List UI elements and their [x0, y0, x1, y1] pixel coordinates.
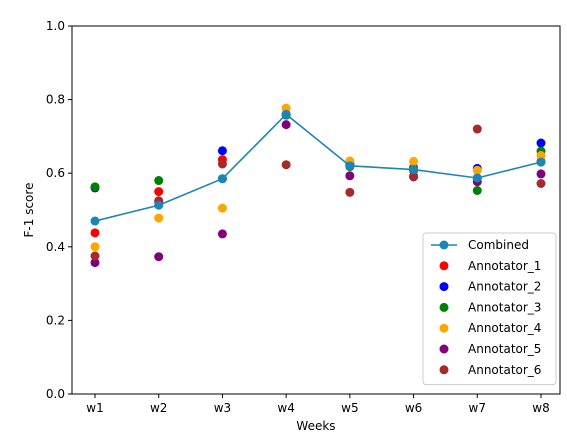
legend-label: Annotator_4: [468, 321, 541, 335]
x-tick-label: w3: [214, 401, 231, 415]
data-point: [345, 171, 355, 181]
data-point: [90, 258, 100, 268]
legend-label: Annotator_1: [468, 259, 541, 273]
legend-label: Combined: [468, 238, 529, 252]
data-point: [409, 156, 419, 166]
data-point: [154, 213, 164, 223]
y-axis-label: F-1 score: [22, 183, 36, 238]
x-axis: w1 w2 w3 w4 w5 w6 w7 w8: [86, 394, 550, 415]
x-tick-label: w2: [150, 401, 167, 415]
series-combined: [90, 109, 546, 226]
data-point: [90, 216, 100, 226]
data-point: [154, 187, 164, 197]
y-tick-label: 1.0: [46, 19, 65, 33]
data-point: [217, 146, 227, 156]
data-point: [536, 138, 546, 148]
data-point: [217, 229, 227, 239]
x-tick-label: w4: [277, 401, 294, 415]
legend-marker: [439, 240, 449, 250]
legend-label: Annotator_2: [468, 280, 541, 294]
data-point: [345, 161, 355, 171]
data-point: [472, 124, 482, 134]
legend-item: Annotator_6: [439, 363, 541, 377]
series-annotator-4: [90, 103, 546, 252]
data-point: [217, 203, 227, 213]
data-point: [472, 185, 482, 195]
x-tick-label: w5: [341, 401, 358, 415]
y-tick-label: 0.4: [46, 240, 65, 254]
legend-marker: [439, 344, 449, 354]
data-point: [409, 165, 419, 175]
y-tick-label: 0.2: [46, 313, 65, 327]
data-point: [90, 182, 100, 192]
legend-item: Annotator_4: [439, 321, 541, 335]
x-tick-label: w6: [405, 401, 422, 415]
data-point: [345, 187, 355, 197]
series-annotator-6: [90, 124, 546, 261]
data-point: [154, 200, 164, 210]
legend-item: Combined: [431, 238, 529, 252]
legend-label: Annotator_3: [468, 300, 541, 314]
legend: Combined Annotator_1 Annotator_2 Annotator_…: [422, 232, 557, 386]
legend-item: Annotator_5: [439, 342, 541, 356]
data-point: [90, 228, 100, 238]
legend-item: Annotator_3: [439, 300, 541, 314]
legend-item: Annotator_1: [439, 259, 541, 273]
y-axis: 0.0 0.2 0.4 0.6 0.8 1.0: [46, 19, 72, 401]
data-point: [217, 159, 227, 169]
legend-label: Annotator_5: [468, 342, 541, 356]
legend-marker: [439, 302, 449, 312]
data-point: [281, 103, 291, 113]
legend-marker: [439, 365, 449, 375]
y-tick-label: 0.8: [46, 93, 65, 107]
legend-box: [422, 232, 557, 386]
y-tick-label: 0.0: [46, 387, 65, 401]
data-point: [90, 251, 100, 261]
data-point: [154, 252, 164, 262]
x-tick-label: w8: [532, 401, 549, 415]
series-line: [94, 113, 542, 222]
data-point: [154, 176, 164, 186]
legend-marker: [439, 261, 449, 271]
data-point: [409, 171, 419, 181]
series-annotator-5: [90, 120, 546, 268]
data-point: [536, 151, 546, 161]
data-point: [536, 179, 546, 189]
series-layer: [90, 103, 546, 268]
y-tick-label: 0.6: [46, 166, 65, 180]
data-point: [536, 169, 546, 179]
data-point: [472, 173, 482, 183]
x-axis-label: Weeks: [296, 419, 335, 433]
data-point: [281, 109, 291, 119]
data-point: [217, 174, 227, 184]
data-point: [536, 157, 546, 167]
legend-marker: [439, 282, 449, 292]
data-point: [90, 242, 100, 252]
legend-marker: [439, 323, 449, 333]
x-tick-label: w1: [86, 401, 103, 415]
legend-item: Annotator_2: [439, 280, 541, 294]
data-point: [281, 120, 291, 130]
data-point: [281, 160, 291, 170]
x-tick-label: w7: [469, 401, 486, 415]
data-point: [472, 165, 482, 175]
legend-label: Annotator_6: [468, 363, 541, 377]
